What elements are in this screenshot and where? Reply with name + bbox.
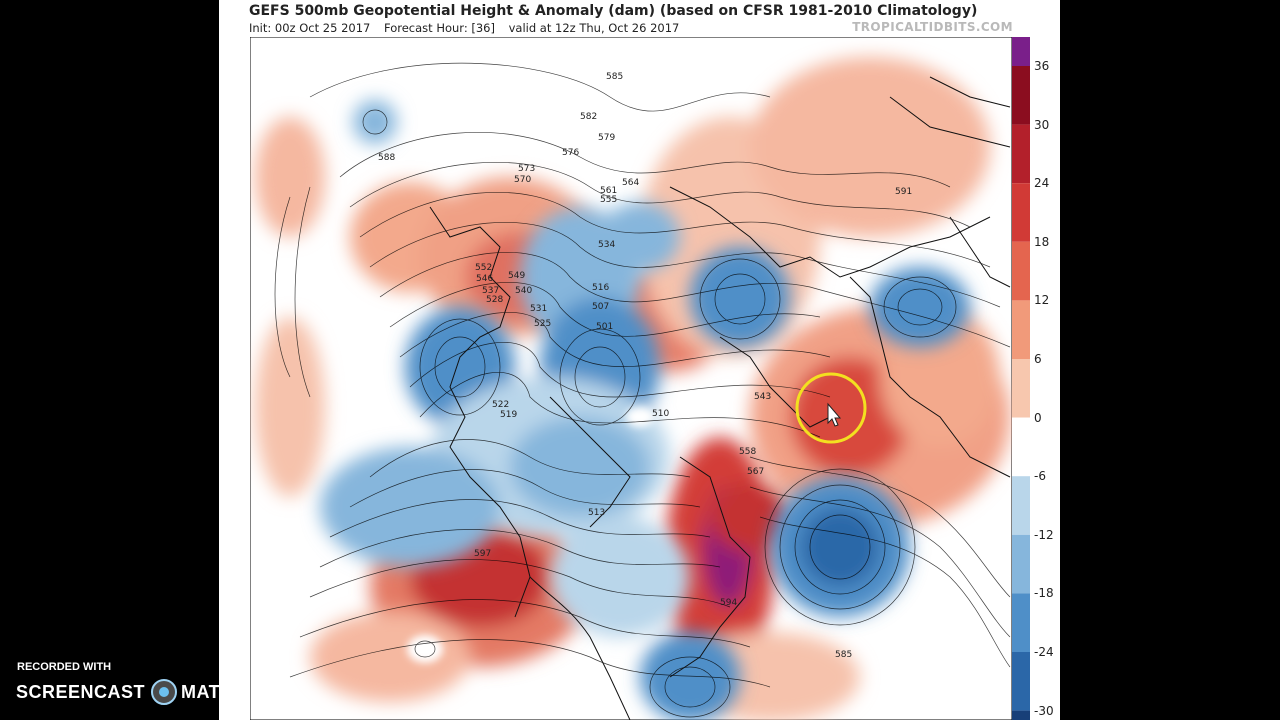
contour-label: 591: [895, 187, 912, 197]
contour-label: 555: [600, 195, 617, 205]
contour-label: 522: [492, 400, 509, 410]
colorbar-segment: [1012, 359, 1030, 418]
contour-label: 510: [652, 409, 669, 419]
contour-label: 561: [600, 186, 617, 196]
contour-label: 507: [592, 302, 609, 312]
colorbar-tick-label: 0: [1034, 410, 1042, 425]
colorbar-segment: [1012, 241, 1030, 301]
colorbar-tick-label: 24: [1034, 176, 1050, 191]
colorbar-tick-label: 18: [1034, 234, 1050, 249]
contour-label: 501: [596, 322, 613, 332]
coastlines: [429, 76, 1011, 720]
contour-label: 564: [622, 178, 639, 188]
contour-label: 567: [747, 467, 764, 477]
contour-label: 594: [720, 598, 737, 608]
contour-label: 519: [500, 410, 517, 420]
logo-text-right: MATIC: [181, 681, 240, 702]
colorbar-tick-label: -30: [1034, 703, 1054, 718]
height-anomaly-map: 585 582 579 576 588 573 570 564 561 555 …: [250, 37, 1012, 720]
colorbar-tick-label: 36: [1034, 59, 1050, 73]
logo-text-left: SCREENCAST: [16, 681, 146, 702]
contour-label: 543: [754, 392, 771, 402]
forecast-map-panel: GEFS 500mb Geopotential Height & Anomaly…: [219, 0, 1060, 720]
contour-label: 513: [588, 508, 605, 518]
height-contours: [274, 62, 1011, 718]
contour-labels: 585 582 579 576 588 573 570 564 561 555 …: [378, 72, 912, 660]
contour-label: 585: [606, 72, 623, 82]
map-subtitle: Init: 00z Oct 25 2017 Forecast Hour: [36…: [249, 21, 689, 35]
contour-label: 588: [378, 153, 395, 163]
colorbar-segment: [1012, 710, 1030, 720]
contour-label: 534: [598, 240, 615, 250]
contour-label: 540: [515, 286, 532, 296]
colorbar-tick-label: -18: [1034, 586, 1054, 601]
map-title: GEFS 500mb Geopotential Height & Anomaly…: [249, 3, 978, 19]
contour-label: 537: [482, 286, 499, 296]
contour-label: 558: [739, 447, 756, 457]
contour-label: 516: [592, 283, 609, 293]
valid-time: valid at 12z Thu, Oct 26 2017: [508, 21, 680, 35]
colorbar-segment: [1012, 476, 1030, 535]
colorbar-segment: [1012, 417, 1030, 477]
contour-label: 525: [534, 319, 551, 329]
colorbar-labels: 36 30 24 18 12 6 0 -6 -12 -18 -24 -30: [1034, 37, 1060, 720]
contour-label: 546: [476, 274, 493, 284]
cursor-highlight: [795, 372, 867, 444]
colorbar-segment: [1012, 37, 1030, 66]
colorbar-segment: [1012, 593, 1030, 652]
anomaly-colorbar: [1012, 37, 1030, 720]
colorbar-tick-label: 6: [1034, 352, 1042, 366]
recorded-with-label: RECORDED WITH: [17, 661, 112, 673]
colorbar-tick-label: -12: [1034, 527, 1054, 542]
contour-label: 528: [486, 295, 503, 305]
brand-watermark: TROPICALTIDBITS.COM: [852, 20, 1013, 34]
colorbar-segment: [1012, 300, 1030, 359]
contour-label: 576: [562, 148, 579, 158]
contour-label: 579: [598, 133, 615, 143]
colorbar-segment: [1012, 66, 1030, 125]
init-time: Init: 00z Oct 25 2017: [249, 21, 371, 35]
colorbar-tick-label: 30: [1034, 117, 1050, 132]
record-icon: [151, 679, 178, 705]
contour-label: 531: [530, 304, 547, 314]
colorbar-segment: [1012, 652, 1030, 711]
colorbar-tick-label: -6: [1034, 469, 1046, 484]
contour-label: 549: [508, 271, 525, 281]
colorbar-tick-label: 12: [1034, 293, 1050, 308]
contour-label: 552: [475, 263, 492, 273]
colorbar-segment: [1012, 124, 1030, 184]
forecast-hour: Forecast Hour: [36]: [384, 21, 495, 35]
contour-label: 582: [580, 112, 597, 122]
contour-label: 597: [474, 549, 491, 559]
screencastomatic-logo: SCREENCAST MATIC: [16, 678, 239, 706]
colorbar-segment: [1012, 534, 1030, 594]
contour-label: 570: [514, 175, 531, 185]
colorbar-tick-label: -24: [1034, 645, 1054, 659]
colorbar-segment: [1012, 183, 1030, 242]
contour-label: 573: [518, 164, 535, 174]
contour-label: 585: [835, 650, 852, 660]
